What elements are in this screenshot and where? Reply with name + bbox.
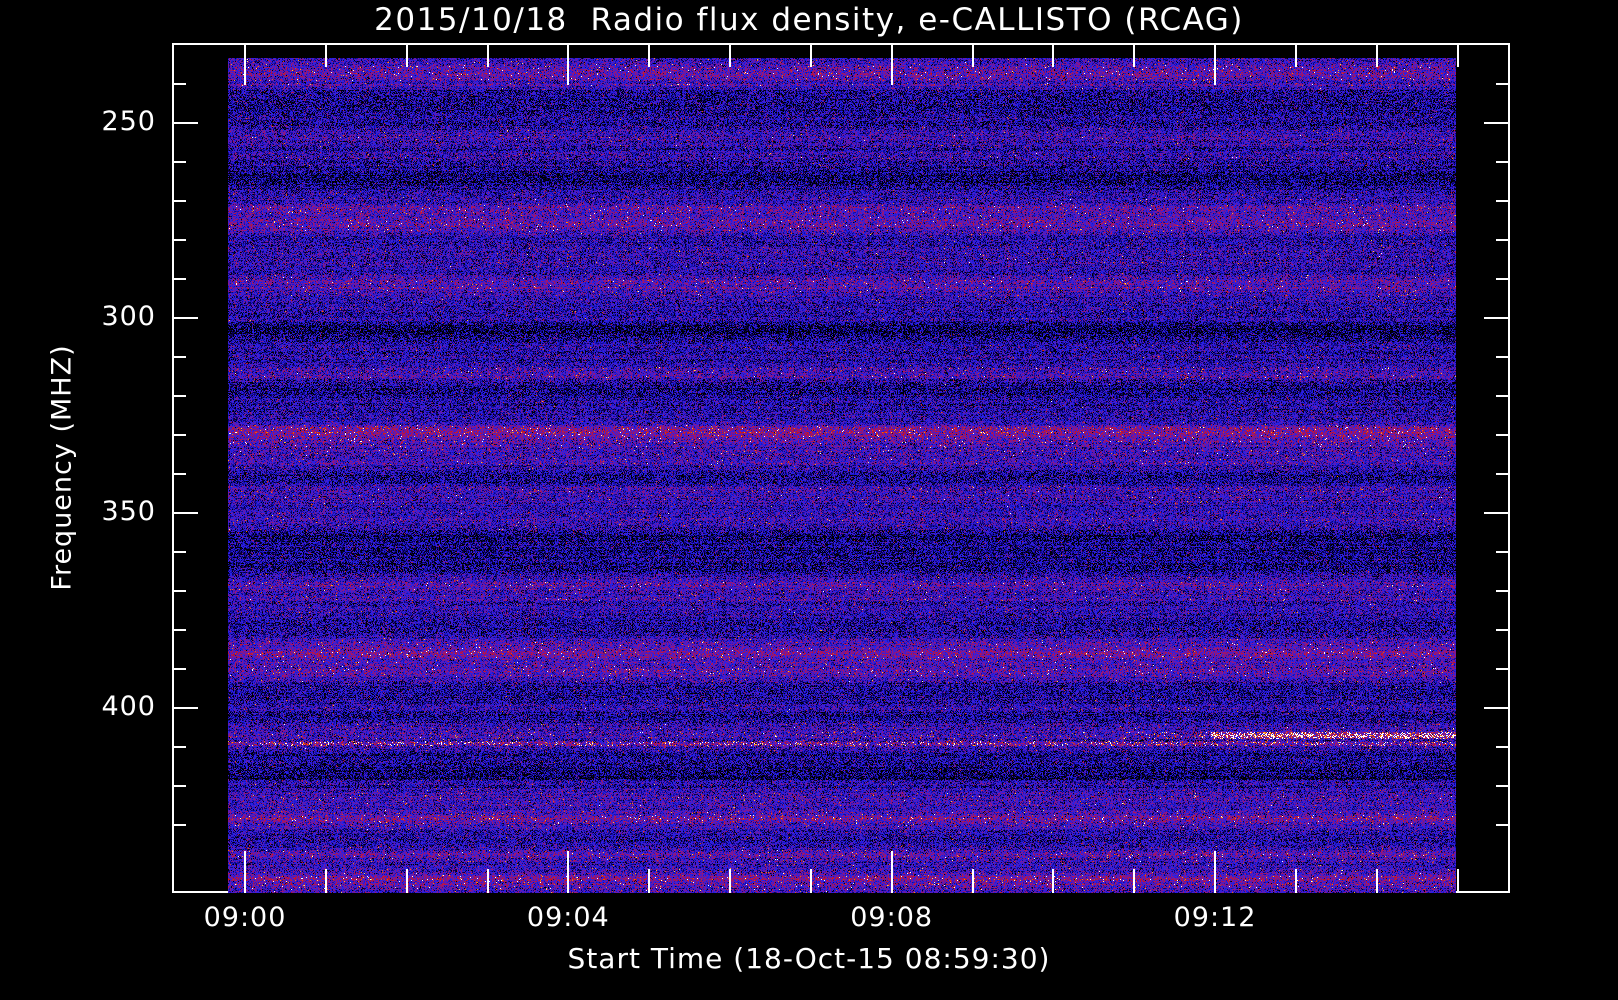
x-tick-major xyxy=(567,851,570,893)
x-tick-minor-top xyxy=(971,43,974,67)
y-tick-minor-right xyxy=(1496,629,1510,631)
x-tick-minor-top xyxy=(405,43,408,67)
y-tick-minor-right xyxy=(1496,356,1510,358)
y-tick-minor-right xyxy=(1496,746,1510,748)
x-tick-minor xyxy=(324,869,327,893)
y-tick-major xyxy=(172,317,198,319)
y-tick-minor-right xyxy=(1496,239,1510,241)
y-tick-label: 400 xyxy=(101,691,156,722)
x-tick-major-top xyxy=(1214,43,1216,85)
x-tick-minor xyxy=(1456,869,1459,893)
x-tick-minor xyxy=(729,869,731,893)
y-tick-label: 350 xyxy=(101,496,156,527)
x-tick-minor xyxy=(809,869,812,893)
y-tick-minor xyxy=(172,83,186,85)
x-tick-minor-top xyxy=(486,43,489,67)
page-title: 2015/10/18 Radio flux density, e-CALLIST… xyxy=(374,2,1244,38)
x-tick-minor-top xyxy=(1294,43,1297,67)
y-tick-minor-right xyxy=(1496,161,1510,163)
y-tick-minor-right xyxy=(1496,395,1510,397)
x-tick-minor xyxy=(1294,869,1297,893)
y-tick-minor-right xyxy=(1496,278,1510,280)
y-tick-minor xyxy=(172,434,186,436)
y-tick-minor xyxy=(172,473,186,475)
x-tick-minor-top xyxy=(1052,43,1055,67)
y-tick-minor-right xyxy=(1496,824,1510,826)
x-tick-major xyxy=(890,851,893,893)
y-tick-minor xyxy=(172,590,186,592)
y-tick-major xyxy=(172,122,198,124)
spectrogram-canvas xyxy=(228,58,1456,893)
y-tick-minor xyxy=(172,668,186,670)
y-tick-label: 250 xyxy=(101,106,156,137)
y-tick-minor xyxy=(172,824,186,826)
y-tick-major-right xyxy=(1484,707,1510,709)
x-tick-label: 09:12 xyxy=(1173,902,1257,933)
y-tick-minor xyxy=(172,239,186,241)
y-axis-title: Frequency (MHZ) xyxy=(46,344,78,591)
y-tick-minor-right xyxy=(1496,473,1510,475)
y-tick-minor xyxy=(172,785,186,787)
y-tick-minor xyxy=(172,395,186,397)
y-tick-minor xyxy=(172,200,186,202)
x-tick-minor xyxy=(1052,869,1055,893)
y-tick-minor-right xyxy=(1496,551,1510,553)
y-tick-minor xyxy=(172,551,186,553)
x-tick-major-top xyxy=(244,43,246,85)
y-tick-major xyxy=(172,707,198,709)
x-tick-minor xyxy=(1375,869,1378,893)
y-tick-major-right xyxy=(1484,512,1510,514)
x-tick-minor xyxy=(1133,869,1136,893)
x-tick-major xyxy=(1214,851,1216,893)
x-tick-label: 09:00 xyxy=(203,902,287,933)
y-tick-minor-right xyxy=(1496,83,1510,85)
y-tick-minor-right xyxy=(1496,200,1510,202)
x-tick-minor-top xyxy=(1456,43,1459,67)
x-tick-major xyxy=(244,851,246,893)
y-tick-major-right xyxy=(1484,317,1510,319)
x-tick-minor xyxy=(486,869,489,893)
y-tick-minor-right xyxy=(1496,668,1510,670)
x-tick-minor-top xyxy=(809,43,812,67)
y-tick-label: 300 xyxy=(101,301,156,332)
plot-frame xyxy=(172,43,1510,893)
y-tick-minor xyxy=(172,161,186,163)
x-tick-major-top xyxy=(890,43,893,85)
x-tick-minor xyxy=(648,869,651,893)
y-tick-minor xyxy=(172,278,186,280)
y-tick-minor-right xyxy=(1496,785,1510,787)
y-tick-minor xyxy=(172,356,186,358)
x-tick-minor xyxy=(971,869,974,893)
x-tick-minor xyxy=(405,869,408,893)
y-tick-major-right xyxy=(1484,122,1510,124)
x-tick-minor-top xyxy=(648,43,651,67)
x-tick-label: 09:08 xyxy=(850,902,934,933)
y-tick-minor-right xyxy=(1496,434,1510,436)
x-tick-minor-top xyxy=(1375,43,1378,67)
y-tick-minor xyxy=(172,629,186,631)
x-tick-minor-top xyxy=(1133,43,1136,67)
y-tick-minor-right xyxy=(1496,590,1510,592)
x-tick-major-top xyxy=(567,43,570,85)
x-tick-minor-top xyxy=(729,43,731,67)
x-axis-title: Start Time (18-Oct-15 08:59:30) xyxy=(567,942,1051,975)
x-tick-minor-top xyxy=(324,43,327,67)
y-tick-minor xyxy=(172,746,186,748)
y-tick-major xyxy=(172,512,198,514)
x-tick-label: 09:04 xyxy=(526,902,610,933)
